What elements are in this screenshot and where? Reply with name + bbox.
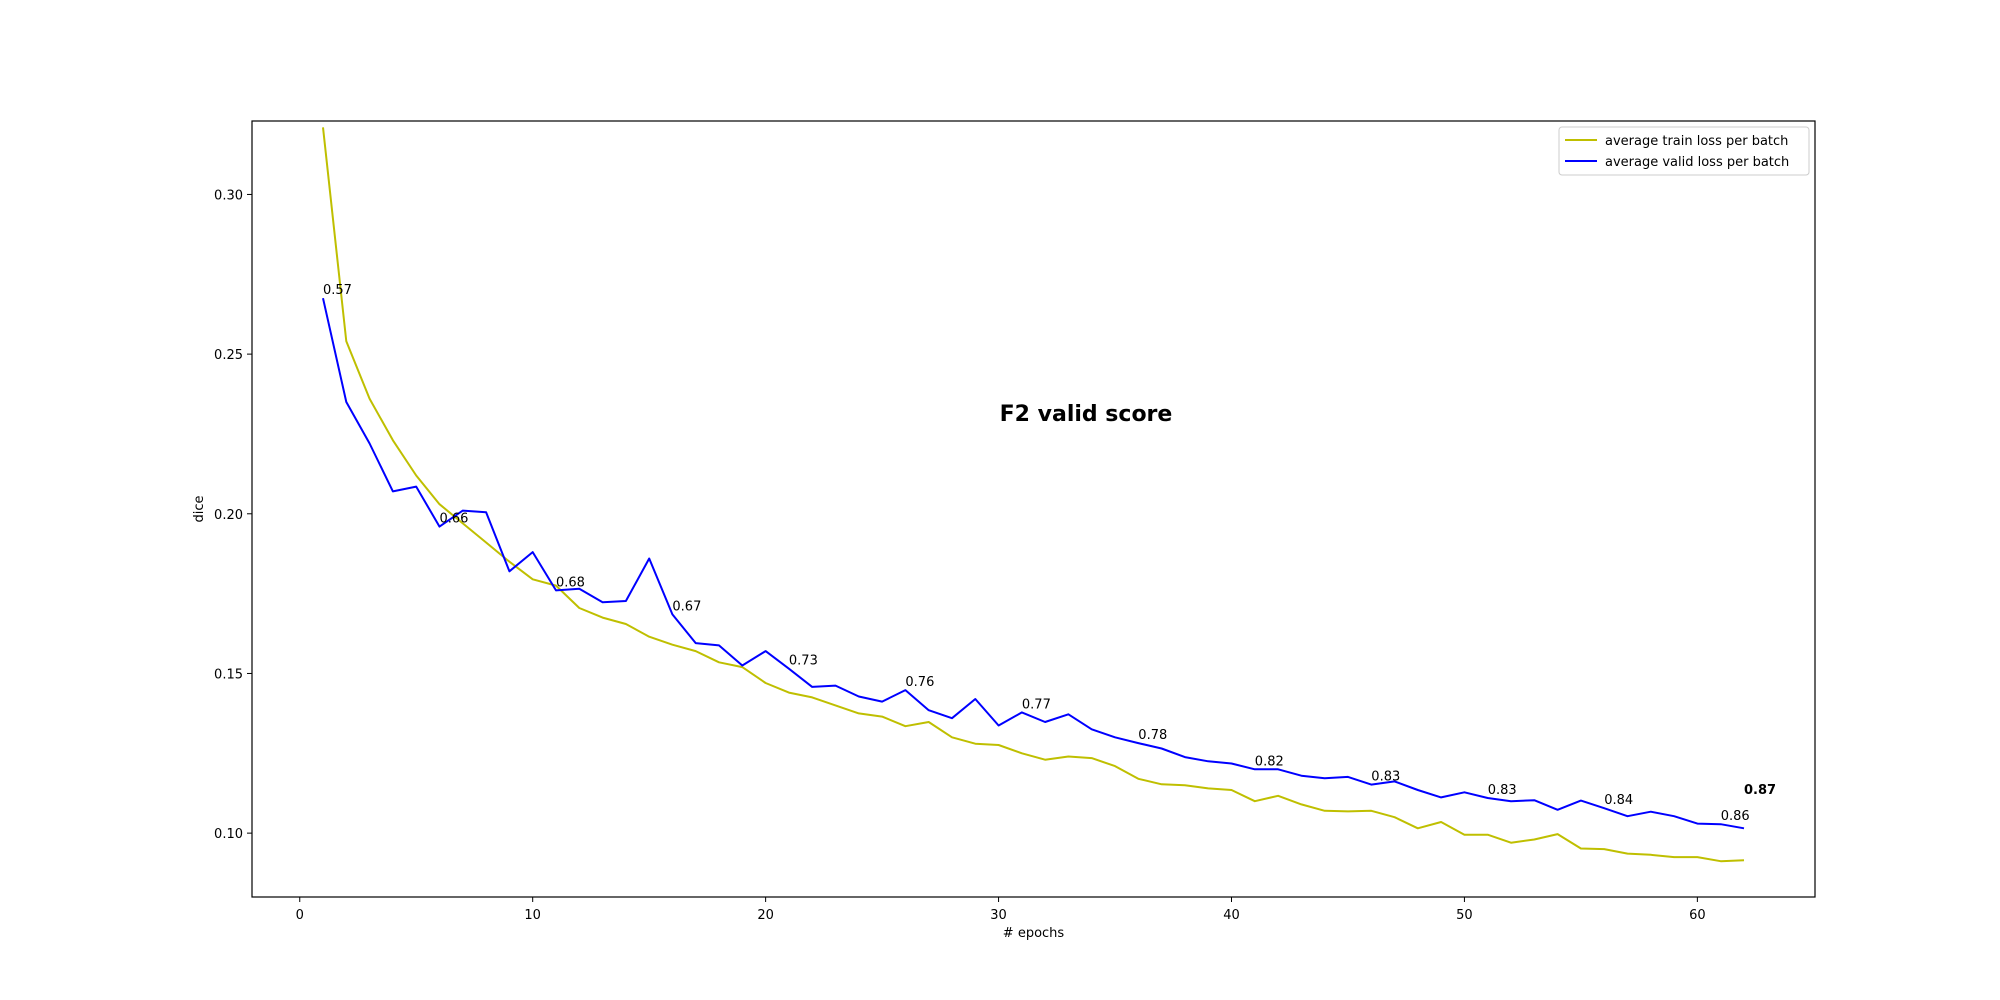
x-axis-label: # epochs <box>1003 926 1065 941</box>
y-tick-label: 0.10 <box>214 827 243 842</box>
legend-box <box>1558 126 1810 176</box>
legend-label-2: average valid loss per batch <box>1605 155 1789 170</box>
x-tick-label: 40 <box>1223 908 1240 923</box>
data-label: 0.82 <box>1255 754 1284 769</box>
series-line-2 <box>322 297 1745 830</box>
x-tick-label: 20 <box>757 908 774 923</box>
legend: average train loss per batch average vali… <box>1558 126 1810 176</box>
x-tick-label: 10 <box>524 908 541 923</box>
axes: 0 10 20 30 40 50 60 0.10 0.15 0.20 0.25 0.30 <box>214 120 1816 923</box>
data-label: 0.84 <box>1604 793 1633 808</box>
data-label: 0.87 <box>1744 783 1776 798</box>
data-label: 0.86 <box>1721 809 1750 824</box>
data-label: 0.83 <box>1488 783 1517 798</box>
data-label: 0.67 <box>672 599 701 614</box>
x-tick-label: 50 <box>1456 908 1473 923</box>
y-tick-label: 0.25 <box>214 348 243 363</box>
data-label: 0.77 <box>1022 697 1051 712</box>
y-axis-label: dice <box>192 495 207 522</box>
y-tick-label: 0.20 <box>214 508 243 523</box>
x-tick-label: 30 <box>990 908 1007 923</box>
y-tick-label: 0.30 <box>214 188 243 203</box>
plot-area: 0.57 0.66 0.68 0.67 0.73 0.76 0.77 0.78 0.82 0.83… <box>322 127 1776 863</box>
data-label: 0.76 <box>905 675 934 690</box>
axes-frame <box>251 120 1816 898</box>
y-tick-label: 0.15 <box>214 667 243 682</box>
data-label: 0.66 <box>440 512 469 527</box>
legend-label-1: average train loss per batch <box>1605 134 1788 149</box>
data-label: 0.57 <box>323 283 352 298</box>
data-label: 0.83 <box>1371 770 1400 785</box>
data-label: 0.73 <box>789 654 818 669</box>
chart-title: F2 valid score <box>1000 402 1173 427</box>
x-tick-label: 60 <box>1689 908 1706 923</box>
data-label: 0.78 <box>1138 728 1167 743</box>
x-tick-label: 0 <box>296 908 304 923</box>
data-label: 0.68 <box>556 575 585 590</box>
